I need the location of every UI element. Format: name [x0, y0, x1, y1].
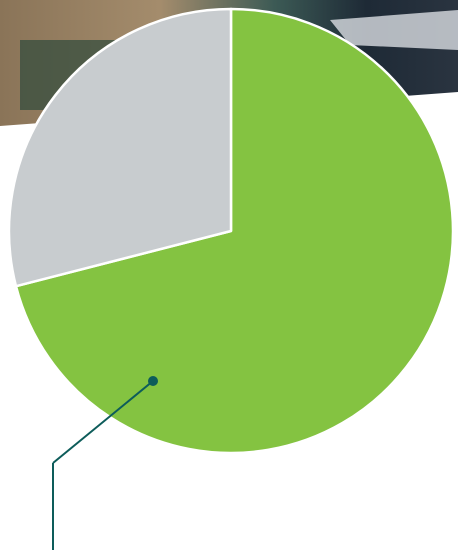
page: (() => { const data = JSON.parse(documen… — [0, 0, 458, 550]
chart — [0, 0, 458, 550]
pie — [9, 9, 453, 453]
leader-dot — [148, 376, 158, 386]
